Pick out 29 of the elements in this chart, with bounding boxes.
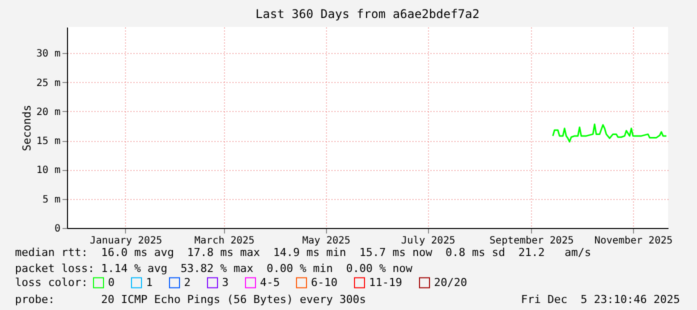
text: Fri Dec 5 23:10:46 2025 [521,293,680,306]
y-tick-label: 30 m [36,48,60,60]
y-tick-label: 25 m [36,78,60,89]
y-tick-label: 20 m [36,106,60,118]
legend-label: 6-10 [311,276,338,289]
x-tick-label: July 2025 [401,236,456,246]
x-tick-label: May 2025 [302,236,350,246]
legend-label: 4-5 [260,276,280,289]
y-axis-title: Seconds [20,104,34,152]
legend-label: 3 [222,276,229,289]
y-tick-label: 0 [54,224,60,234]
text: median rtt: 16.0 ms avg 17.8 ms max 14.9 ms min 15.7 ms now 0.8 ms sd 21.2 am/s [15,246,592,259]
legend-title: loss color: [15,276,88,289]
legend-label: 0 [108,276,115,289]
x-tick-label: January 2025 [90,236,162,246]
legend-label: 1 [146,276,153,289]
text: packet loss: 1.14 % avg 53.82 % max 0.00 % min 0.00 % now [15,262,413,275]
y-tick-label: 10 m [36,165,60,176]
line-series [552,124,668,143]
x-tick-label: March 2025 [194,236,255,246]
x-tick-label: November 2025 [594,236,673,246]
x-tick-label: September 2025 [490,236,574,246]
y-tick-label: 15 m [36,136,60,148]
y-tick-label: 5 m [42,194,60,206]
legend-label: 20/20 [434,276,468,289]
chart-title: Last 360 Days from a6ae2bdef7a2 [256,7,480,21]
legend-label: 2 [184,276,191,289]
legend-label: 11-19 [369,276,402,289]
text: probe: 20 ICMP Echo Pings (56 Bytes) every 300s [15,293,366,306]
